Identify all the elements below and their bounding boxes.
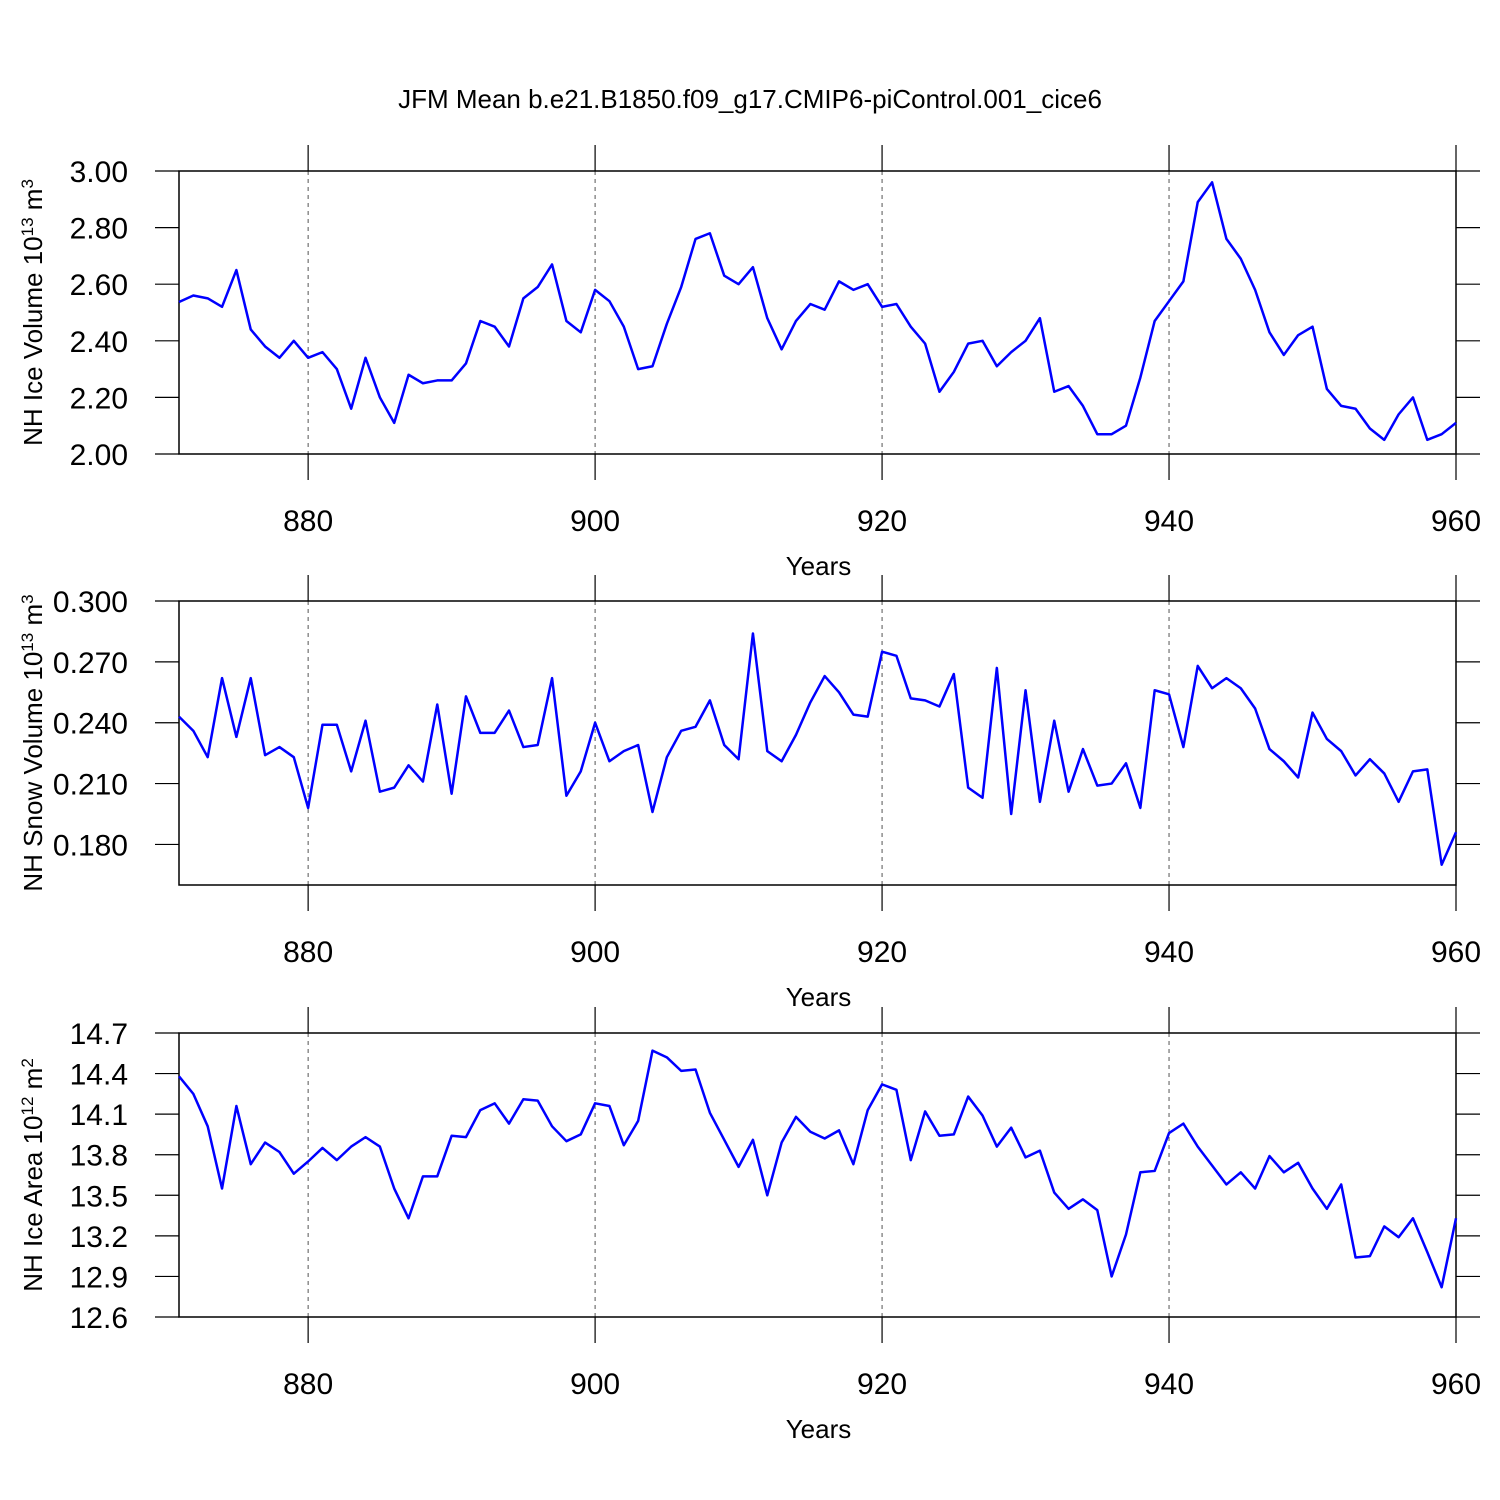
y-tick-label: 14.7 (70, 1018, 128, 1051)
y-axis-title-part: NH Ice Volume 10 (18, 236, 48, 446)
y-axis-title-part: NH Snow Volume 10 (18, 652, 48, 892)
y-axis-title-part: m (18, 604, 48, 633)
y-axis-title-superscript: 12 (18, 1097, 37, 1116)
plot-frame (178, 1032, 1457, 1318)
x-tick-label: 960 (1431, 1368, 1481, 1401)
x-tick-label: 940 (1144, 1368, 1194, 1401)
x-tick-label: 940 (1144, 936, 1194, 969)
data-line (178, 181, 1457, 442)
y-tick-label: 0.300 (53, 586, 128, 619)
y-axis-title-superscript: 13 (18, 217, 37, 236)
x-tick-label: 900 (570, 505, 620, 538)
panel: 880 900 920 940 960 2.00 2.20 2.40 2.60 2.80 3.00 Y… (18, 145, 1481, 581)
x-tick-label: 920 (857, 936, 907, 969)
y-axis-title: NH Ice Volume 1013 m3 (18, 179, 49, 446)
x-tick-label: 880 (283, 1368, 333, 1401)
x-tick-label: 880 (283, 505, 333, 538)
y-axis-title-part: m (18, 189, 48, 218)
y-tick-label: 2.40 (70, 326, 128, 359)
y-tick-label: 2.60 (70, 269, 128, 302)
y-tick-label: 14.1 (70, 1099, 128, 1132)
x-tick-label: 960 (1431, 505, 1481, 538)
x-tick-label: 880 (283, 936, 333, 969)
y-tick-label: 0.210 (53, 769, 128, 802)
y-tick-label: 0.240 (53, 708, 128, 741)
y-tick-label: 2.20 (70, 382, 128, 415)
y-axis-title-part: NH Ice Area 10 (18, 1115, 48, 1291)
y-tick-label: 0.180 (53, 829, 128, 862)
y-axis-title: NH Ice Area 1012 m2 (18, 1058, 49, 1292)
y-axis-title-part: m (18, 1068, 48, 1097)
y-tick-label: 12.9 (70, 1261, 128, 1294)
y-tick-label: 13.8 (70, 1140, 128, 1173)
y-tick-label: 12.6 (70, 1302, 128, 1335)
y-tick-label: 0.270 (53, 647, 128, 680)
x-tick-label: 920 (857, 505, 907, 538)
x-axis-title: Years (786, 1414, 852, 1444)
y-axis-title-superscript: 2 (18, 1058, 37, 1067)
data-line (178, 632, 1458, 866)
panel: 880 900 920 940 960 0.180 0.210 0.240 0.270 0.300… (18, 575, 1481, 1012)
y-axis-title-superscript: 3 (18, 594, 37, 603)
plot-frame (178, 170, 1457, 455)
x-tick-label: 900 (570, 936, 620, 969)
x-axis-title: Years (786, 551, 852, 581)
x-axis-title: Years (786, 982, 852, 1012)
panel: 880 900 920 940 960 12.6 12.9 13.2 13.5 13.8 14.1 1… (18, 1007, 1481, 1444)
y-tick-label: 3.00 (70, 156, 128, 189)
y-tick-label: 13.2 (70, 1221, 128, 1254)
x-tick-label: 940 (1144, 505, 1194, 538)
y-tick-label: 14.4 (70, 1059, 128, 1092)
y-tick-label: 13.5 (70, 1180, 128, 1213)
figure-title: JFM Mean b.e21.B1850.f09_g17.CMIP6-piCon… (398, 84, 1102, 114)
y-tick-label: 2.00 (70, 439, 128, 472)
y-axis-title: NH Snow Volume 1013 m3 (18, 594, 49, 891)
x-tick-label: 920 (857, 1368, 907, 1401)
y-axis-title-superscript: 3 (18, 179, 37, 188)
y-axis-title-superscript: 13 (18, 633, 37, 652)
plot-frame (178, 600, 1457, 886)
x-tick-label: 960 (1431, 936, 1481, 969)
y-tick-label: 2.80 (70, 213, 128, 246)
data-line (178, 1049, 1458, 1289)
x-tick-label: 900 (570, 1368, 620, 1401)
